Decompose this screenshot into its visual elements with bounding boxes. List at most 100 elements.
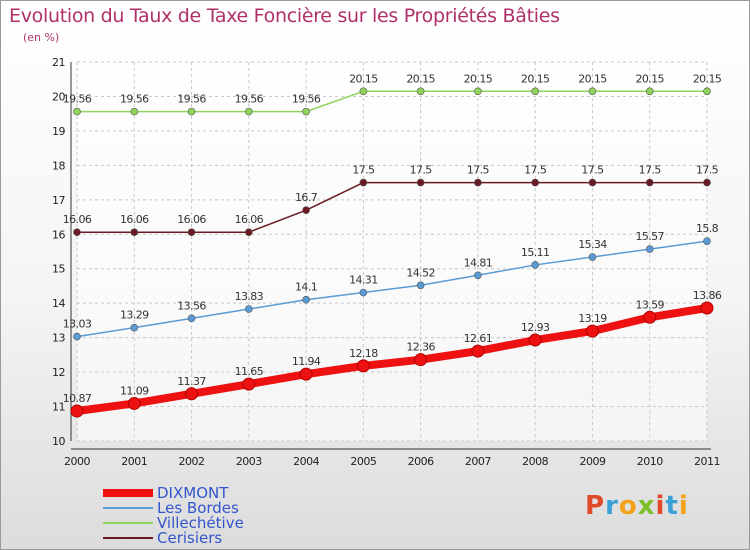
data-label: 14.1 xyxy=(295,281,317,294)
data-point xyxy=(471,344,485,358)
series-line xyxy=(76,240,708,338)
data-label: 10.87 xyxy=(63,392,92,405)
data-label: 20.15 xyxy=(349,72,378,85)
logo-letter: i xyxy=(655,491,666,521)
data-point xyxy=(416,281,425,290)
data-label: 12.93 xyxy=(521,321,550,334)
data-point xyxy=(588,253,597,261)
data-point xyxy=(130,228,139,237)
axes: 10 11 12 13 14 15 16 17 18 19 20 21 2000 2001 2002 2003… xyxy=(52,56,721,468)
data-label: 13.29 xyxy=(120,309,149,322)
data-label: 17.5 xyxy=(696,164,719,177)
data-label: 16.7 xyxy=(295,191,318,204)
x-tick-label: 2008 xyxy=(522,455,548,468)
data-label: 17.5 xyxy=(639,164,662,177)
data-label: 15.8 xyxy=(696,222,719,235)
data-point xyxy=(588,178,597,187)
legend-label: Les Bordes xyxy=(157,499,239,517)
data-point xyxy=(245,305,253,313)
data-point xyxy=(73,228,81,237)
data-label: 20.15 xyxy=(406,72,435,85)
data-label: 13.86 xyxy=(693,289,722,302)
data-label: 16.06 xyxy=(63,213,92,226)
logo-letter: t xyxy=(665,491,679,521)
x-tick-label: 2004 xyxy=(293,455,319,468)
data-label: 14.31 xyxy=(349,274,378,287)
data-label: 11.37 xyxy=(177,375,206,388)
y-tick-label: 11 xyxy=(52,401,65,414)
data-label: 12.61 xyxy=(464,332,493,345)
data-point xyxy=(70,404,84,418)
y-tick-label: 20 xyxy=(52,90,65,103)
data-point xyxy=(416,178,425,187)
x-tick-label: 2007 xyxy=(465,455,491,468)
y-tick-label: 17 xyxy=(52,194,65,207)
data-label: 13.59 xyxy=(635,298,664,311)
x-tick-label: 2000 xyxy=(64,455,90,468)
y-tick-label: 18 xyxy=(52,159,65,172)
data-point xyxy=(130,323,139,332)
legend-label: DIXMONT xyxy=(157,484,229,502)
y-tick-label: 12 xyxy=(52,366,65,379)
data-label: 13.83 xyxy=(235,290,264,303)
data-point xyxy=(703,178,711,187)
data-label: 12.18 xyxy=(349,347,378,360)
logo-letter: x xyxy=(637,491,656,521)
data-point xyxy=(700,301,714,315)
y-tick-label: 13 xyxy=(52,332,65,345)
data-label: 12.36 xyxy=(406,341,435,354)
x-tick-label: 2005 xyxy=(350,455,376,468)
data-label: 16.06 xyxy=(235,213,264,226)
data-label: 16.06 xyxy=(177,213,206,226)
logo-letter: P xyxy=(585,491,606,521)
data-point xyxy=(359,288,368,297)
x-tick-label: 2003 xyxy=(236,455,262,468)
data-label: 14.81 xyxy=(464,256,493,269)
data-point xyxy=(185,387,199,401)
data-label: 17.5 xyxy=(581,164,604,177)
series-group xyxy=(70,87,714,418)
y-axis-unit-label: (en %) xyxy=(23,31,60,44)
data-label: 17.5 xyxy=(467,164,490,177)
data-label: 16.06 xyxy=(120,213,149,226)
data-point xyxy=(359,87,368,96)
data-label: 13.03 xyxy=(63,318,92,331)
data-point xyxy=(302,107,310,116)
data-point xyxy=(356,359,370,373)
data-label: 19.56 xyxy=(292,93,321,106)
series-line xyxy=(76,181,708,233)
data-point xyxy=(474,87,482,96)
data-point xyxy=(531,87,539,96)
y-tick-label: 19 xyxy=(52,125,65,138)
legend-label: Cerisiers xyxy=(157,529,222,547)
data-point xyxy=(359,178,368,187)
data-point xyxy=(299,367,313,381)
data-labels: 19.56 19.56 19.56 19.56 19.56 20.15 20.15 20.15… xyxy=(63,72,723,405)
data-label: 19.56 xyxy=(177,93,206,106)
data-label: 17.5 xyxy=(524,164,547,177)
data-point xyxy=(73,332,81,341)
data-point xyxy=(245,228,253,237)
data-label: 11.94 xyxy=(292,355,321,368)
data-point xyxy=(302,206,310,214)
data-point xyxy=(645,178,654,187)
data-point xyxy=(302,295,310,304)
y-tick-label: 14 xyxy=(52,297,65,310)
data-label: 20.15 xyxy=(464,72,493,85)
data-label: 14.52 xyxy=(406,266,435,279)
data-point xyxy=(130,107,139,116)
data-label: 20.15 xyxy=(578,72,607,85)
chart-title: Evolution du Taux de Taxe Foncière sur l… xyxy=(9,5,560,27)
data-point xyxy=(703,87,711,96)
data-point xyxy=(474,271,482,280)
data-label: 11.09 xyxy=(120,384,149,397)
data-point xyxy=(187,107,196,116)
x-tick-label: 2001 xyxy=(121,455,147,468)
data-label: 11.65 xyxy=(235,365,264,378)
data-label: 19.56 xyxy=(235,93,264,106)
data-point xyxy=(531,261,539,269)
data-label: 15.57 xyxy=(635,230,664,243)
